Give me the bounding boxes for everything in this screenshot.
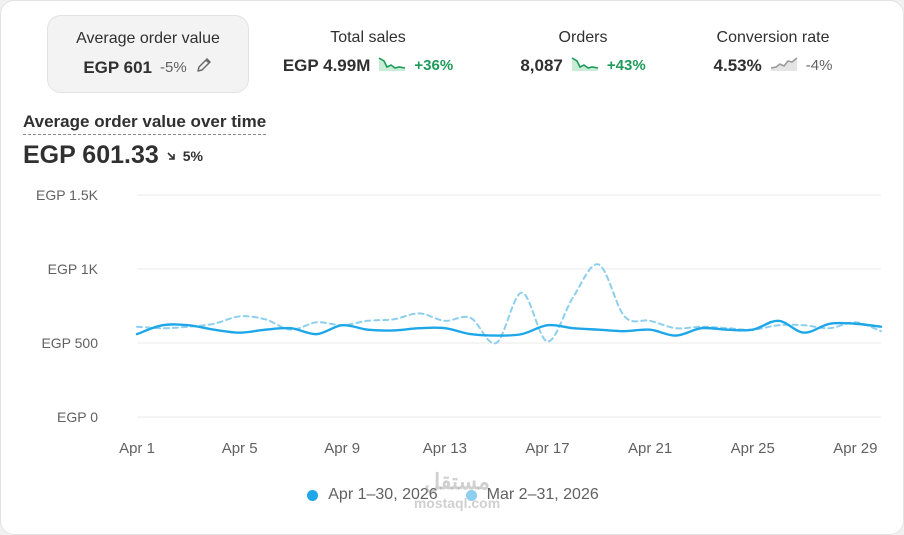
watermark-logo: مستقل mostaql.com xyxy=(397,469,517,511)
headline-delta: 5% xyxy=(182,147,203,164)
pencil-icon[interactable] xyxy=(195,56,213,79)
watermark-text: مستقل xyxy=(424,469,490,494)
metric-orders[interactable]: Orders 8,087 +43% xyxy=(493,15,673,119)
metric-value: EGP 601 xyxy=(83,57,152,77)
metric-delta: -5% xyxy=(160,59,187,76)
chart-legend: Apr 1–30, 2026 Mar 2–31, 2026 xyxy=(1,486,903,504)
metric-delta: -4% xyxy=(805,57,833,74)
x-tick-label: Apr 17 xyxy=(525,440,569,457)
x-tick-label: Apr 9 xyxy=(324,440,360,457)
metric-label: Orders xyxy=(558,29,608,46)
metric-delta: +43% xyxy=(606,57,646,74)
chart-title[interactable]: Average order value over time xyxy=(23,112,267,135)
x-tick-label: Apr 29 xyxy=(833,440,877,457)
sparkline-up-icon xyxy=(571,55,599,76)
metric-value: EGP 4.99M xyxy=(282,55,371,75)
legend-swatch-previous xyxy=(465,489,477,501)
y-tick-label: EGP 1K xyxy=(48,261,99,277)
metric-delta: +36% xyxy=(414,57,454,74)
arrow-down-right-icon xyxy=(167,151,175,160)
headline-metric: EGP 601.33 5% xyxy=(23,141,203,170)
sparkline-up-icon xyxy=(378,55,406,76)
x-tick-label: Apr 1 xyxy=(119,440,155,457)
metric-label: Total sales xyxy=(330,29,406,46)
metric-label: Average order value xyxy=(76,30,220,47)
legend-label: Mar 2–31, 2026 xyxy=(486,486,599,503)
metric-conversion-rate[interactable]: Conversion rate 4.53% -4% xyxy=(687,15,859,119)
x-tick-label: Apr 25 xyxy=(731,440,775,457)
sparkline-flat-icon xyxy=(770,55,798,76)
watermark-url: mostaql.com xyxy=(413,495,501,511)
legend-swatch-current xyxy=(307,489,319,501)
metric-value: 8,087 xyxy=(520,55,563,75)
legend-label: Apr 1–30, 2026 xyxy=(328,486,438,503)
y-tick-label: EGP 500 xyxy=(41,335,98,351)
legend-item-previous[interactable]: Mar 2–31, 2026 xyxy=(465,486,599,504)
series-line-current xyxy=(135,319,883,337)
legend-item-current[interactable]: Apr 1–30, 2026 xyxy=(307,486,438,504)
metric-value: 4.53% xyxy=(713,55,762,75)
y-tick-label: EGP 0 xyxy=(57,409,98,425)
metric-label: Conversion rate xyxy=(716,29,830,46)
metric-total-sales[interactable]: Total sales EGP 4.99M +36% xyxy=(263,15,473,119)
y-tick-label: EGP 1.5K xyxy=(36,187,99,203)
x-tick-label: Apr 21 xyxy=(628,440,672,457)
metric-average-order-value[interactable]: Average order value EGP 601 -5% xyxy=(47,15,249,93)
headline-value: EGP 601.33 xyxy=(23,141,159,169)
line-chart: EGP 0 EGP 500 EGP 1K EGP 1.5K Apr 1 Apr 5 Apr … xyxy=(36,187,883,457)
x-tick-label: Apr 13 xyxy=(423,440,467,457)
x-tick-label: Apr 5 xyxy=(222,440,258,457)
